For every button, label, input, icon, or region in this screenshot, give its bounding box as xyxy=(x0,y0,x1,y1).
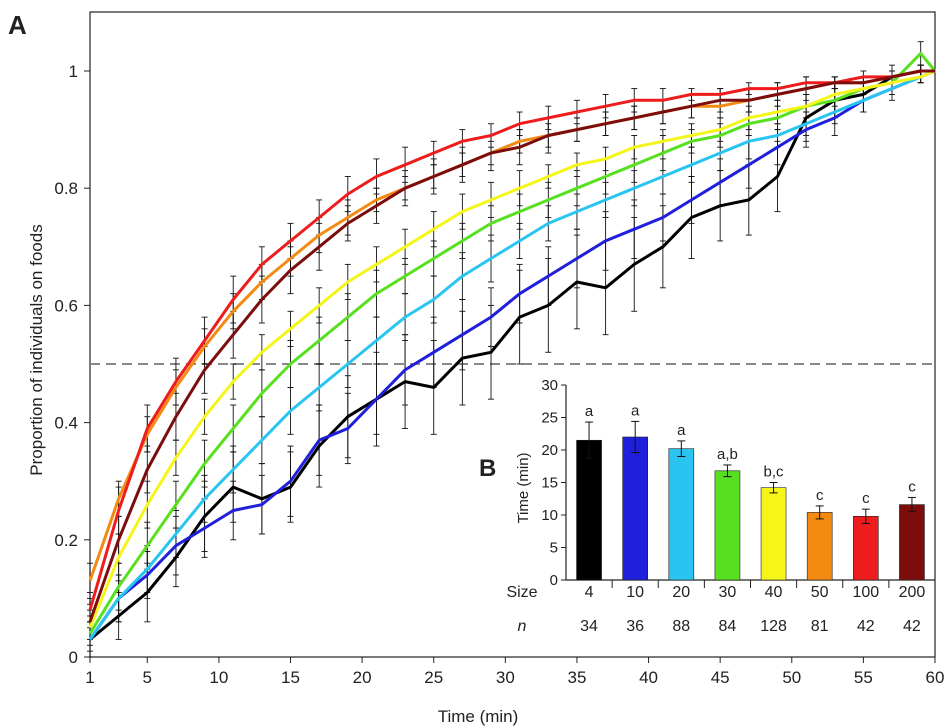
inset-bar xyxy=(853,515,879,581)
significance-letter: b,c xyxy=(764,464,785,481)
size-value: 30 xyxy=(719,584,737,601)
n-value: 128 xyxy=(760,618,787,635)
series-7-line xyxy=(88,69,935,623)
inset-bar xyxy=(899,504,925,581)
series-2-line xyxy=(88,69,936,641)
size-value: 40 xyxy=(765,584,783,601)
x-tick-label: 35 xyxy=(567,668,586,687)
series-4-line xyxy=(88,69,936,629)
series-0-line xyxy=(89,69,935,641)
panel-b-label: B xyxy=(479,455,496,482)
inset-bar xyxy=(622,436,648,581)
panel-a-label: A xyxy=(8,10,27,40)
size-row-label: Size xyxy=(506,584,537,601)
inset-y-axis-title: Time (min) xyxy=(515,452,532,523)
significance-letter: c xyxy=(816,487,824,504)
inset-y-tick-label: 10 xyxy=(541,507,558,524)
significance-letter: a xyxy=(631,402,640,419)
size-value: 10 xyxy=(626,584,644,601)
significance-letter: a xyxy=(677,422,686,439)
inset-bar xyxy=(576,439,602,581)
x-tick-label: 55 xyxy=(854,668,873,687)
x-tick-label: 25 xyxy=(424,668,443,687)
n-row-label: n xyxy=(518,618,527,635)
x-tick-label: 15 xyxy=(281,668,300,687)
y-tick-label: 0.8 xyxy=(54,179,78,198)
inset-y-tick-label: 30 xyxy=(541,377,558,394)
inset-y-tick-label: 5 xyxy=(550,540,558,557)
inset-bar xyxy=(806,512,833,581)
size-value: 100 xyxy=(852,584,879,601)
x-axis-title: Time (min) xyxy=(438,707,519,726)
inset-y-tick-label: 0 xyxy=(550,572,558,589)
inset-bar xyxy=(760,487,787,581)
significance-letter: a,b xyxy=(717,446,738,463)
y-tick-label: 0 xyxy=(69,648,78,667)
series-6-line xyxy=(88,69,935,611)
series-1-line xyxy=(88,69,936,641)
x-tick-label: 10 xyxy=(209,668,228,687)
panel-b-inset-chart: 0 5 10 15 20 25 30 a 4 34 a 10 36 a 20 88 a,b 30 84 b,c 40 12… xyxy=(541,377,935,654)
n-value: 36 xyxy=(626,618,644,635)
y-tick-label: 1 xyxy=(69,62,78,81)
inset-bar xyxy=(714,470,741,581)
y-tick-label: 0.6 xyxy=(54,296,78,315)
plot-frame xyxy=(89,11,936,658)
x-tick-label: 5 xyxy=(143,668,152,687)
n-value: 81 xyxy=(811,618,829,635)
x-tick-label: 50 xyxy=(782,668,801,687)
n-value: 42 xyxy=(857,618,875,635)
significance-letter: c xyxy=(908,478,916,495)
inset-y-tick-label: 15 xyxy=(541,475,558,492)
n-value: 34 xyxy=(580,618,598,635)
n-value: 84 xyxy=(719,618,737,635)
y-tick-label: 0.4 xyxy=(54,414,78,433)
size-value: 4 xyxy=(585,584,594,601)
x-tick-label: 45 xyxy=(711,668,730,687)
n-value: 42 xyxy=(903,618,921,635)
y-axis-title: Proportion of individuals on foods xyxy=(27,224,46,475)
x-tick-label: 40 xyxy=(639,668,658,687)
size-value: 50 xyxy=(811,584,829,601)
size-value: 200 xyxy=(899,584,926,601)
x-tick-label: 60 xyxy=(926,668,945,687)
x-tick-label: 30 xyxy=(496,668,515,687)
significance-letter: c xyxy=(862,490,870,507)
inset-bar xyxy=(668,448,695,581)
inset-y-tick-label: 25 xyxy=(541,410,558,427)
inset-y-tick-label: 20 xyxy=(541,442,558,459)
x-tick-label: 1 xyxy=(85,668,94,687)
n-value: 88 xyxy=(672,618,690,635)
size-value: 20 xyxy=(672,584,690,601)
y-tick-label: 0.2 xyxy=(54,531,78,550)
significance-letter: a xyxy=(585,403,594,420)
x-tick-label: 20 xyxy=(353,668,372,687)
